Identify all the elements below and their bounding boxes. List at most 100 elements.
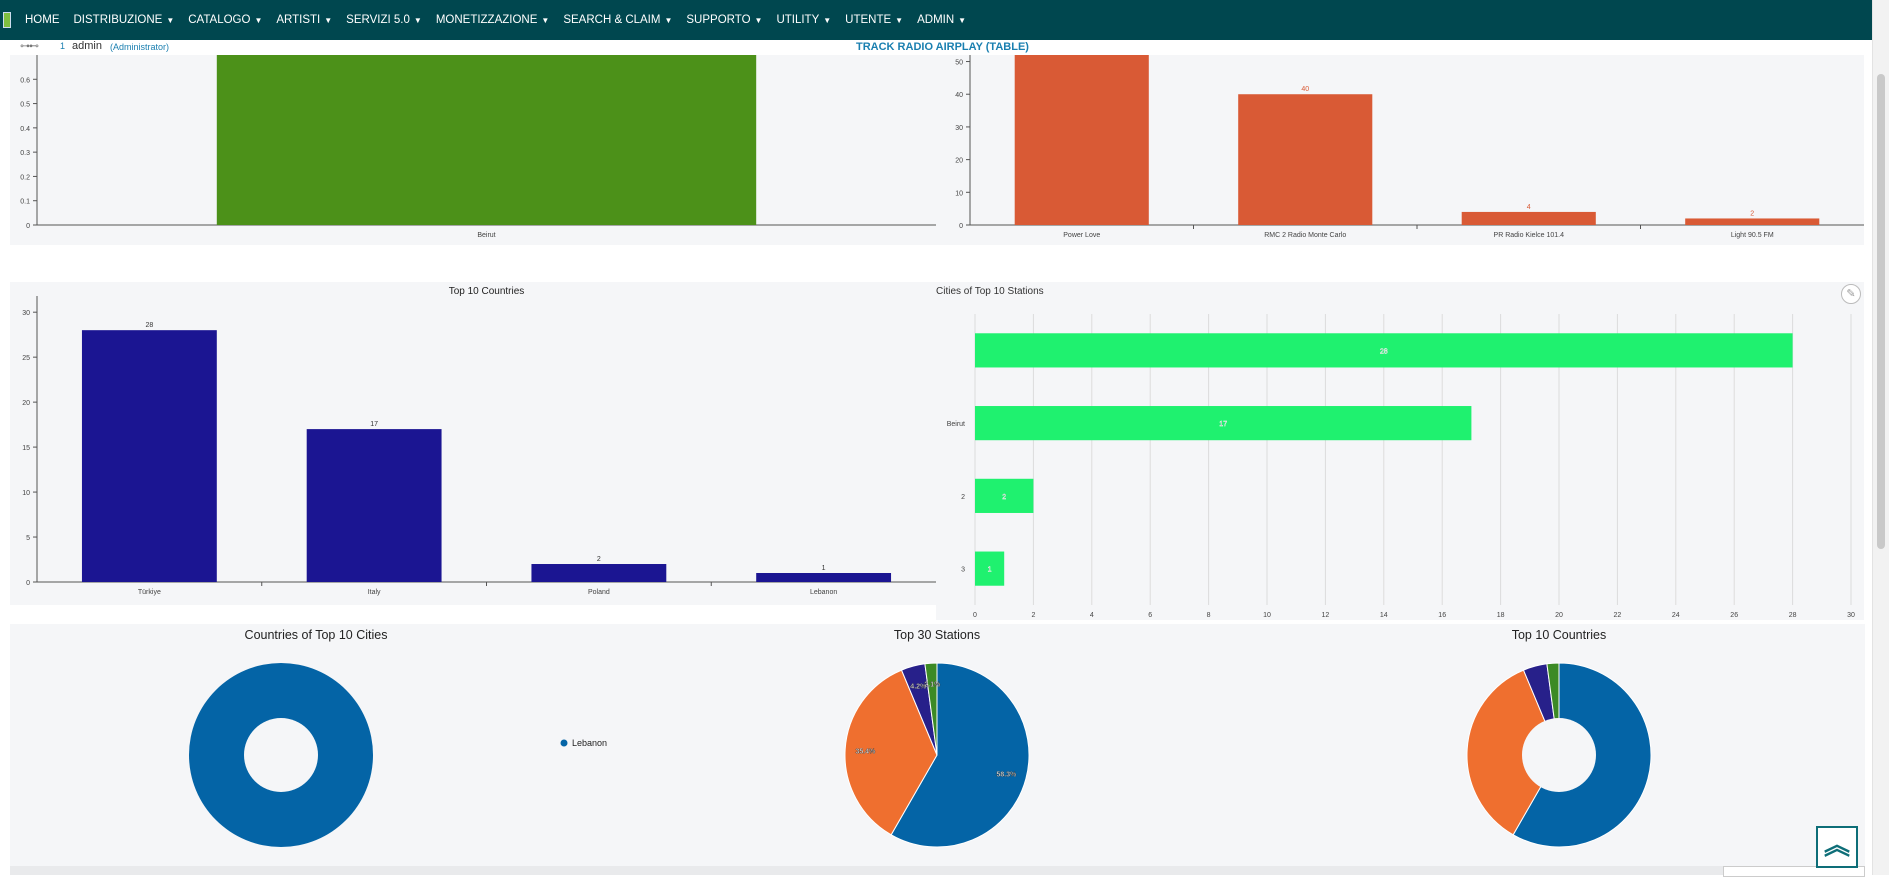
logo-icon[interactable] <box>3 12 11 28</box>
scroll-to-top-button[interactable]: ︽ <box>1816 826 1858 868</box>
chart-title: Top 10 Countries <box>1512 628 1607 642</box>
nav-item-label: DISTRIBUZIONE <box>73 14 163 26</box>
panel-cities-stations-hbar: Cities of Top 10 Stations 0 2 4 6 8 10 12 14 16 18… <box>936 282 1864 620</box>
data-label: 2 <box>1002 494 1006 501</box>
y-tick-label: 20 <box>955 158 963 165</box>
y-tick-label: 20 <box>22 400 30 407</box>
chart-title: Cities of Top 10 Stations <box>936 286 1044 297</box>
nav-item-utility[interactable]: UTILITY ▼ <box>776 14 831 26</box>
nav-item-label: SERVIZI 5.0 <box>346 14 410 26</box>
x-tick-label: 24 <box>1672 612 1680 619</box>
nav-item-admin[interactable]: ADMIN ▼ <box>917 14 966 26</box>
data-label: 2 <box>597 556 601 563</box>
bar <box>1685 218 1820 225</box>
bar <box>1014 55 1149 225</box>
x-tick-label: Poland <box>588 589 610 596</box>
chevron-down-icon: ▼ <box>166 15 175 25</box>
x-tick-label: 22 <box>1614 612 1622 619</box>
y-tick-label: 0.1 <box>20 199 30 206</box>
bar <box>306 429 442 582</box>
data-label: 1 <box>822 565 826 572</box>
x-tick-label: 28 <box>1789 612 1797 619</box>
y-tick-label: 25 <box>22 355 30 362</box>
bar <box>1461 211 1596 225</box>
page-scrollbar[interactable] <box>1872 0 1889 875</box>
donut-hole <box>1522 718 1596 792</box>
nav-item-monetizzazione[interactable]: MONETIZZAZIONE ▼ <box>436 14 550 26</box>
x-tick-label: 14 <box>1380 612 1388 619</box>
cities-bar-chart: 0 0.1 0.2 0.3 0.4 0.5 0.6 Beirut <box>20 55 936 239</box>
data-label: 4 <box>1527 204 1531 211</box>
y-tick-label: 2 <box>961 494 965 501</box>
panel-pies: Countries of Top 10 Cities Lebanon Top 30 … <box>10 624 1865 866</box>
x-tick-label: 26 <box>1730 612 1738 619</box>
y-tick-label: 15 <box>22 445 30 452</box>
nav-item-label: SEARCH & CLAIM <box>563 14 661 26</box>
pie-slice <box>890 662 1030 848</box>
nav-item-servizi-5-0[interactable]: SERVIZI 5.0 ▼ <box>346 14 422 26</box>
y-tick-label: 0 <box>26 223 30 230</box>
chart-title: Top 30 Stations <box>894 628 980 642</box>
x-tick-label: 4 <box>1090 612 1094 619</box>
chevron-down-icon: ▼ <box>754 15 763 25</box>
nav-item-artisti[interactable]: ARTISTI ▼ <box>276 14 332 26</box>
data-label: 40 <box>1301 86 1309 93</box>
x-tick-label: PR Radio Kielce 101.4 <box>1494 232 1565 239</box>
top-navbar: HOME DISTRIBUZIONE ▼ CATALOGO ▼ ARTISTI ▼ SERVI… <box>0 0 1873 40</box>
chevron-down-icon: ▼ <box>413 15 422 25</box>
data-label: 28 <box>145 322 153 329</box>
x-tick-label: Light 90.5 FM <box>1731 232 1774 239</box>
slice-label: 58.3% <box>996 772 1017 779</box>
nav-item-label: HOME <box>25 14 60 26</box>
user-number: 1 <box>60 41 66 51</box>
data-label: 17 <box>370 421 378 428</box>
x-tick-label: 16 <box>1438 612 1446 619</box>
y-tick-label: 0 <box>26 580 30 587</box>
data-label: 1 <box>988 567 992 574</box>
nav-item-search-claim[interactable]: SEARCH & CLAIM ▼ <box>563 14 672 26</box>
x-tick-label: 12 <box>1322 612 1330 619</box>
edit-chart-button[interactable]: ✎ <box>1841 284 1861 304</box>
y-tick-label: 0.3 <box>20 150 30 157</box>
y-tick-label: 5 <box>26 535 30 542</box>
chevron-down-icon: ▼ <box>324 15 333 25</box>
chevron-down-icon: ▼ <box>895 15 904 25</box>
user-role: (Administrator) <box>110 42 170 52</box>
panel-top-countries-bar: 0 5 10 15 20 25 30 Türkiye 28 Italy 17 Poland 2 Leban… <box>10 282 936 605</box>
slice-label: 35.4% <box>855 748 876 755</box>
nav-item-label: UTENTE <box>845 14 892 26</box>
page-title: TRACK RADIO AIRPLAY (TABLE) <box>856 41 1029 53</box>
x-tick-label: 20 <box>1555 612 1563 619</box>
x-tick-label: Italy <box>368 589 381 596</box>
slice-label: 4.2% <box>910 684 927 691</box>
chart-title: Top 10 Countries <box>449 286 525 297</box>
y-tick-label: 3 <box>961 567 965 574</box>
pie-slice <box>924 662 938 756</box>
nav-item-distribuzione[interactable]: DISTRIBUZIONE ▼ <box>74 14 175 26</box>
pie-slice <box>844 669 938 836</box>
slice-label: 2.1% <box>924 681 941 688</box>
y-tick-label: 0.2 <box>20 174 30 181</box>
legend-marker <box>560 739 568 747</box>
bar <box>975 333 1793 368</box>
user-icon: ⊶⊷ <box>20 41 39 52</box>
x-tick-label: Türkiye <box>138 589 161 596</box>
nav-item-supporto[interactable]: SUPPORTO ▼ <box>686 14 762 26</box>
top-countries-bar-chart: 0 5 10 15 20 25 30 Türkiye 28 Italy 17 Poland 2 Leban… <box>22 286 936 596</box>
bar <box>216 55 757 225</box>
y-tick-label: 10 <box>955 190 963 197</box>
x-tick-label: RMC 2 Radio Monte Carlo <box>1264 232 1346 239</box>
bar <box>1238 94 1373 225</box>
nav-item-catalogo[interactable]: CATALOGO ▼ <box>188 14 262 26</box>
user-name[interactable]: admin <box>72 40 102 52</box>
x-tick-label: Power Love <box>1063 232 1100 239</box>
x-tick-label: 2 <box>1031 612 1035 619</box>
nav-item-home[interactable]: HOME <box>25 14 60 26</box>
y-tick-label: 0.4 <box>20 126 30 133</box>
pie-slice <box>1466 669 1560 836</box>
scrollbar-thumb[interactable] <box>1877 74 1885 549</box>
footer-strip <box>10 866 1865 875</box>
nav-item-utente[interactable]: UTENTE ▼ <box>845 14 903 26</box>
bar <box>975 478 1034 513</box>
